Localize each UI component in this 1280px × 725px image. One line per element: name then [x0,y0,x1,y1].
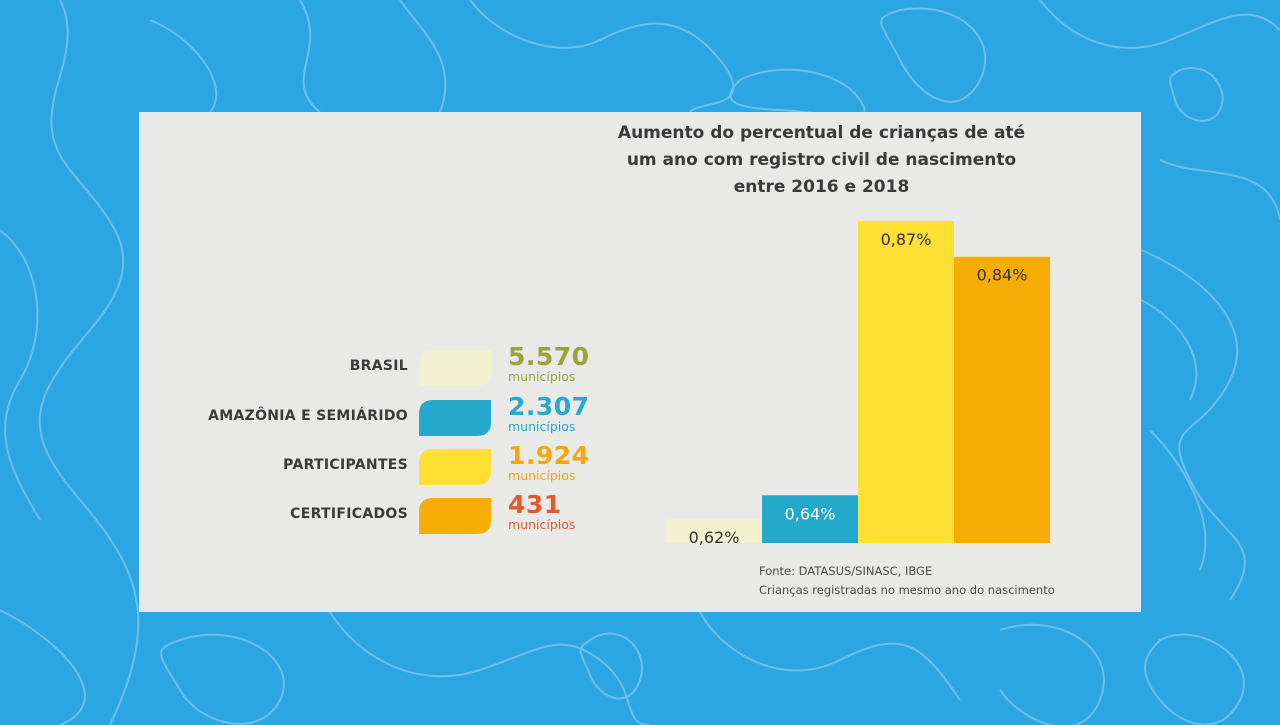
legend-value: 1.924 [508,441,590,470]
bar-amazonia [762,495,858,543]
chart-title: Aumento do percentual de crianças de até… [599,120,1044,201]
legend-swatch-participantes [419,449,491,485]
bar-certificados [954,256,1050,543]
footnote: Crianças registradas no mesmo ano do nas… [759,583,1055,597]
legend-item-brasil: BRASIL 5.570 municípios [139,342,599,388]
legend-unit: municípios [508,419,576,434]
legend-value: 431 [508,490,562,519]
chart-panel: 0,62% 0,64% 0,87% 0,84% Aumento do percentu… [139,112,1141,612]
legend-value: 5.570 [508,342,590,371]
legend-item-certificados: CERTIFICADOS 431 municípios [139,490,599,536]
legend-unit: municípios [508,468,576,483]
legend-swatch-amazonia [419,400,491,436]
source-note: Fonte: DATASUS/SINASC, IBGE [759,564,933,578]
bar-label-certificados: 0,84% [977,266,1028,285]
bar-label-brasil: 0,62% [689,528,740,547]
chart-title-line-3: entre 2016 e 2018 [733,177,910,197]
bar-brasil [666,519,762,543]
legend-value: 2.307 [508,392,590,421]
bar-label-amazonia: 0,64% [785,504,836,523]
legend-label: AMAZÔNIA E SEMIÁRIDO [208,408,408,424]
bar-chart: 0,62% 0,64% 0,87% 0,84% [666,220,1050,547]
legend-item-amazonia: AMAZÔNIA E SEMIÁRIDO 2.307 municípios [139,392,599,438]
legend-item-participantes: PARTICIPANTES 1.924 municípios [139,441,599,487]
legend-swatch-certificados [419,498,491,534]
legend-unit: municípios [508,517,576,532]
chart-title-line-2: um ano com registro civil de nascimento [626,150,1017,170]
chart-title-line-1: Aumento do percentual de crianças de até [617,123,1026,143]
legend-label: PARTICIPANTES [283,457,408,473]
legend-label: CERTIFICADOS [290,506,408,522]
bar-label-participantes: 0,87% [881,230,932,249]
legend-label: BRASIL [349,358,408,374]
legend-unit: municípios [508,369,576,384]
bar-participantes [858,220,954,543]
legend-swatch-brasil [419,350,491,386]
